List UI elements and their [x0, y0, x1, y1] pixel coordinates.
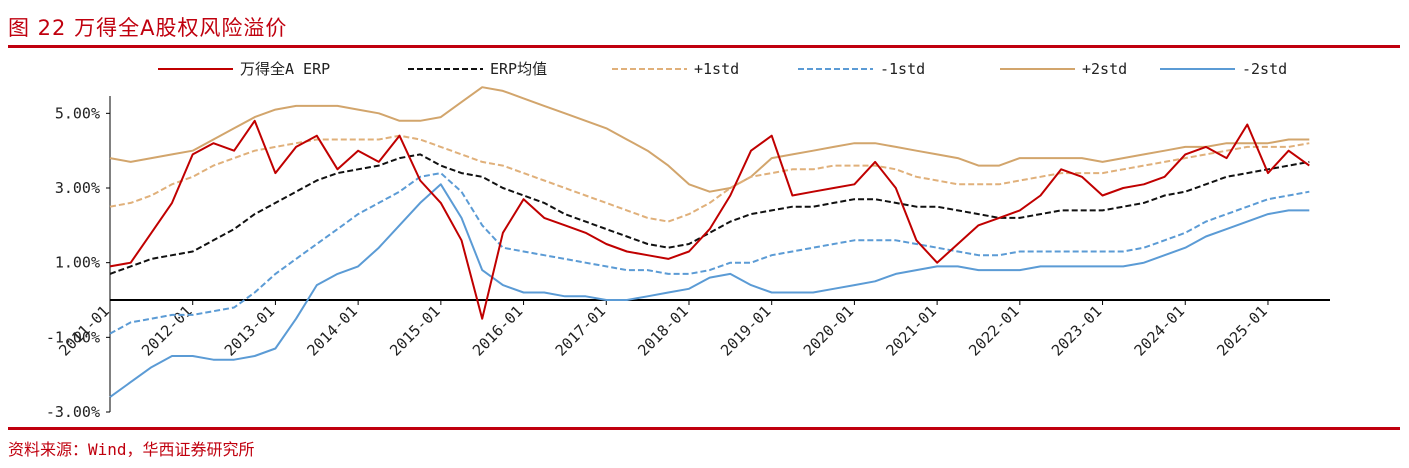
source-note: 资料来源：Wind，华西证券研究所	[8, 440, 255, 459]
legend-label: -1std	[880, 60, 925, 78]
series-lines	[109, 86, 1310, 398]
series-line	[109, 172, 1310, 335]
series-line	[109, 119, 1310, 320]
x-tick-label: 2022-01	[965, 302, 1022, 359]
series-line	[109, 134, 1310, 223]
series-line	[109, 153, 1310, 275]
source-rule	[8, 427, 1400, 430]
legend-label: +1std	[694, 60, 739, 78]
legend: 万得全A ERP ERP均值 +1std -1std +2std -2std	[158, 60, 1287, 78]
legend-label: 万得全A ERP	[240, 60, 330, 78]
x-tick-label: 2016-01	[469, 302, 526, 359]
x-tick-label: 2020-01	[800, 302, 857, 359]
x-tick-label: 2023-01	[1048, 302, 1105, 359]
x-tick-label: 2015-01	[386, 302, 443, 359]
x-tick-label: 2018-01	[634, 302, 691, 359]
title-rule	[8, 45, 1400, 48]
legend-label: -2std	[1242, 60, 1287, 78]
figure-title: 图 22 万得全A股权风险溢价	[8, 16, 288, 40]
series-line	[109, 183, 1310, 398]
legend-label: ERP均值	[490, 60, 547, 78]
series-line	[109, 86, 1310, 193]
x-tick-label: 2017-01	[552, 302, 609, 359]
y-tick-label: -3.00%	[46, 403, 100, 421]
y-tick-label: 5.00%	[55, 104, 100, 122]
y-tick-label: -1.00%	[46, 328, 100, 346]
x-tick-label: 2025-01	[1213, 302, 1270, 359]
y-tick-label: 1.00%	[55, 254, 100, 272]
x-tick-label: 2021-01	[883, 302, 940, 359]
x-tick-label: 2014-01	[304, 302, 361, 359]
y-tick-label: 3.00%	[55, 179, 100, 197]
x-tick-label: 2012-01	[138, 302, 195, 359]
x-tick-label: 2019-01	[717, 302, 774, 359]
x-tick-label: 2024-01	[1131, 302, 1188, 359]
legend-label: +2std	[1082, 60, 1127, 78]
